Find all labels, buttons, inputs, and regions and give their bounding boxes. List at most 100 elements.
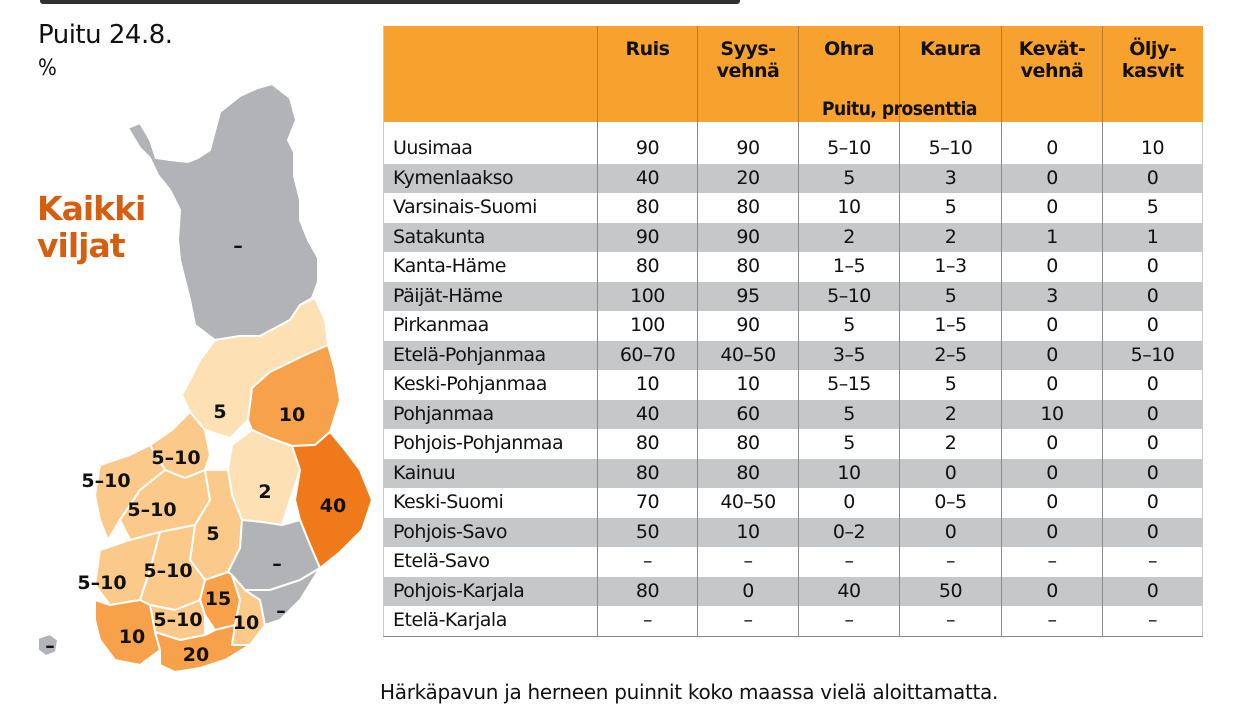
value-cell: 0 xyxy=(1102,576,1203,606)
value-cell: 80 xyxy=(597,458,698,488)
table-row: Varsinais-Suomi 80 80 10 5 0 5 xyxy=(383,193,1203,223)
value-cell: 3 xyxy=(1001,281,1103,311)
value-cell: 90 xyxy=(697,122,799,164)
value-cell: 70 xyxy=(597,488,698,518)
map-region-uusimaa xyxy=(154,624,251,673)
region-name-cell: Kymenlaakso xyxy=(383,163,598,193)
map-label-etela-karjala: – xyxy=(276,600,286,622)
value-cell: 1 xyxy=(1001,222,1103,252)
value-cell: 0 xyxy=(1102,517,1203,547)
value-cell: 5 xyxy=(798,163,900,193)
map-region-pohjois-karjala xyxy=(291,431,373,569)
value-cell: 80 xyxy=(697,429,799,459)
value-cell: 0 xyxy=(1102,429,1203,459)
value-cell: 80 xyxy=(597,193,698,223)
map-label-etela-savo: – xyxy=(272,553,282,575)
value-cell: 2–5 xyxy=(899,340,1002,370)
value-cell: 0 xyxy=(1102,488,1203,518)
value-cell: – xyxy=(1102,606,1203,637)
table-row: Uusimaa 90 90 5–10 5–10 0 10 xyxy=(383,122,1203,164)
map-title: Kaikki viljat xyxy=(37,189,146,265)
value-cell: 1–3 xyxy=(899,252,1002,282)
map-label-etela-pohjanmaa: 5–10 xyxy=(127,499,176,521)
value-cell: 5 xyxy=(798,311,900,341)
value-cell: 0 xyxy=(1001,122,1103,164)
value-cell: – xyxy=(1001,606,1103,637)
value-cell: 5–10 xyxy=(899,122,1002,164)
value-cell: 20 xyxy=(697,163,799,193)
column-header-kaura: Kaura xyxy=(899,26,1002,122)
harvest-table: Ruis Syys-vehnä Ohra Kaura Kevät-vehnä Ö… xyxy=(383,26,1203,637)
value-cell: 0 xyxy=(1001,311,1103,341)
unit-label: % xyxy=(38,56,57,81)
value-cell: 100 xyxy=(597,311,698,341)
value-cell: 5–10 xyxy=(798,281,900,311)
table-row: Kymenlaakso 40 20 5 3 0 0 xyxy=(383,163,1203,193)
map-label-kymenlaakso: 10 xyxy=(233,612,259,634)
map-label-pirkanmaa: 5–10 xyxy=(143,560,192,582)
value-cell: 0 xyxy=(1102,311,1203,341)
map-label-paijat-hame: 15 xyxy=(205,588,231,610)
value-cell: 80 xyxy=(597,252,698,282)
value-cell: – xyxy=(798,547,900,577)
map-label-varsinais-suomi: 10 xyxy=(119,626,145,648)
value-cell: 3–5 xyxy=(798,340,900,370)
value-cell: 0 xyxy=(1102,163,1203,193)
map-label-keski-pohjanmaa: 5–10 xyxy=(151,447,200,469)
value-cell: 0 xyxy=(1102,458,1203,488)
date-subtitle: Puitu 24.8. xyxy=(38,20,173,50)
value-cell: – xyxy=(597,606,698,637)
value-cell: 40–50 xyxy=(697,340,799,370)
table-row: Pohjanmaa 40 60 5 2 10 0 xyxy=(383,399,1203,429)
map-label-lappi: – xyxy=(233,235,243,257)
table-row: Etelä-Savo – – – – – – xyxy=(383,547,1203,577)
region-name-cell: Pohjois-Savo xyxy=(383,517,598,547)
map-label-kainuu: 10 xyxy=(279,404,305,426)
value-cell: 0 xyxy=(1001,163,1103,193)
value-cell: 2 xyxy=(899,429,1002,459)
value-cell: 0 xyxy=(899,458,1002,488)
value-cell: 40 xyxy=(597,163,698,193)
value-cell: 90 xyxy=(597,222,698,252)
region-name-cell: Päijät-Häme xyxy=(383,281,598,311)
map-region-etela-karjala xyxy=(244,567,321,626)
map-title-line2: viljat xyxy=(37,226,126,265)
value-cell: 0 xyxy=(1001,576,1103,606)
value-cell: 5 xyxy=(899,370,1002,400)
value-cell: 5–10 xyxy=(798,122,900,164)
region-name-cell: Etelä-Karjala xyxy=(383,606,598,637)
table-row: Kainuu 80 80 10 0 0 0 xyxy=(383,458,1203,488)
table-header-row: Ruis Syys-vehnä Ohra Kaura Kevät-vehnä Ö… xyxy=(383,26,1203,122)
cropped-headline xyxy=(40,0,740,4)
value-cell: 40–50 xyxy=(697,488,799,518)
table-row: Päijät-Häme 100 95 5–10 5 3 0 xyxy=(383,281,1203,311)
map-label-pohjois-savo: 2 xyxy=(258,481,271,503)
map-region-ahvenanmaa xyxy=(37,633,59,657)
map-label-pohjois-pohjanmaa: 5 xyxy=(213,401,226,423)
value-cell: 0 xyxy=(697,576,799,606)
value-cell: 100 xyxy=(597,281,698,311)
map-title-line1: Kaikki xyxy=(37,189,146,228)
region-name-cell: Pohjois-Pohjanmaa xyxy=(383,429,598,459)
region-name-cell: Satakunta xyxy=(383,222,598,252)
value-cell: 40 xyxy=(597,399,698,429)
value-cell: 0 xyxy=(1102,252,1203,282)
value-cell: 5 xyxy=(798,399,900,429)
map-label-ahvenanmaa: – xyxy=(45,635,55,657)
column-header-region xyxy=(383,26,598,122)
table-body: Uusimaa 90 90 5–10 5–10 0 10 Kymenlaakso 40 20 5 3 0… xyxy=(383,122,1203,637)
map-region-lappi xyxy=(127,83,319,341)
value-cell: – xyxy=(1102,547,1203,577)
column-header-ruis: Ruis xyxy=(597,26,698,122)
table-row: Keski-Pohjanmaa 10 10 5–15 5 0 0 xyxy=(383,370,1203,400)
value-cell: 0 xyxy=(1102,399,1203,429)
value-cell: 10 xyxy=(798,458,900,488)
footnote: Härkäpavun ja herneen puinnit koko maass… xyxy=(380,680,999,704)
value-cell: 10 xyxy=(697,517,799,547)
value-cell: 0 xyxy=(1001,429,1103,459)
value-cell: 10 xyxy=(597,370,698,400)
value-cell: 50 xyxy=(597,517,698,547)
value-cell: 10 xyxy=(1102,122,1203,164)
value-cell: 0 xyxy=(1001,252,1103,282)
value-cell: – xyxy=(697,547,799,577)
